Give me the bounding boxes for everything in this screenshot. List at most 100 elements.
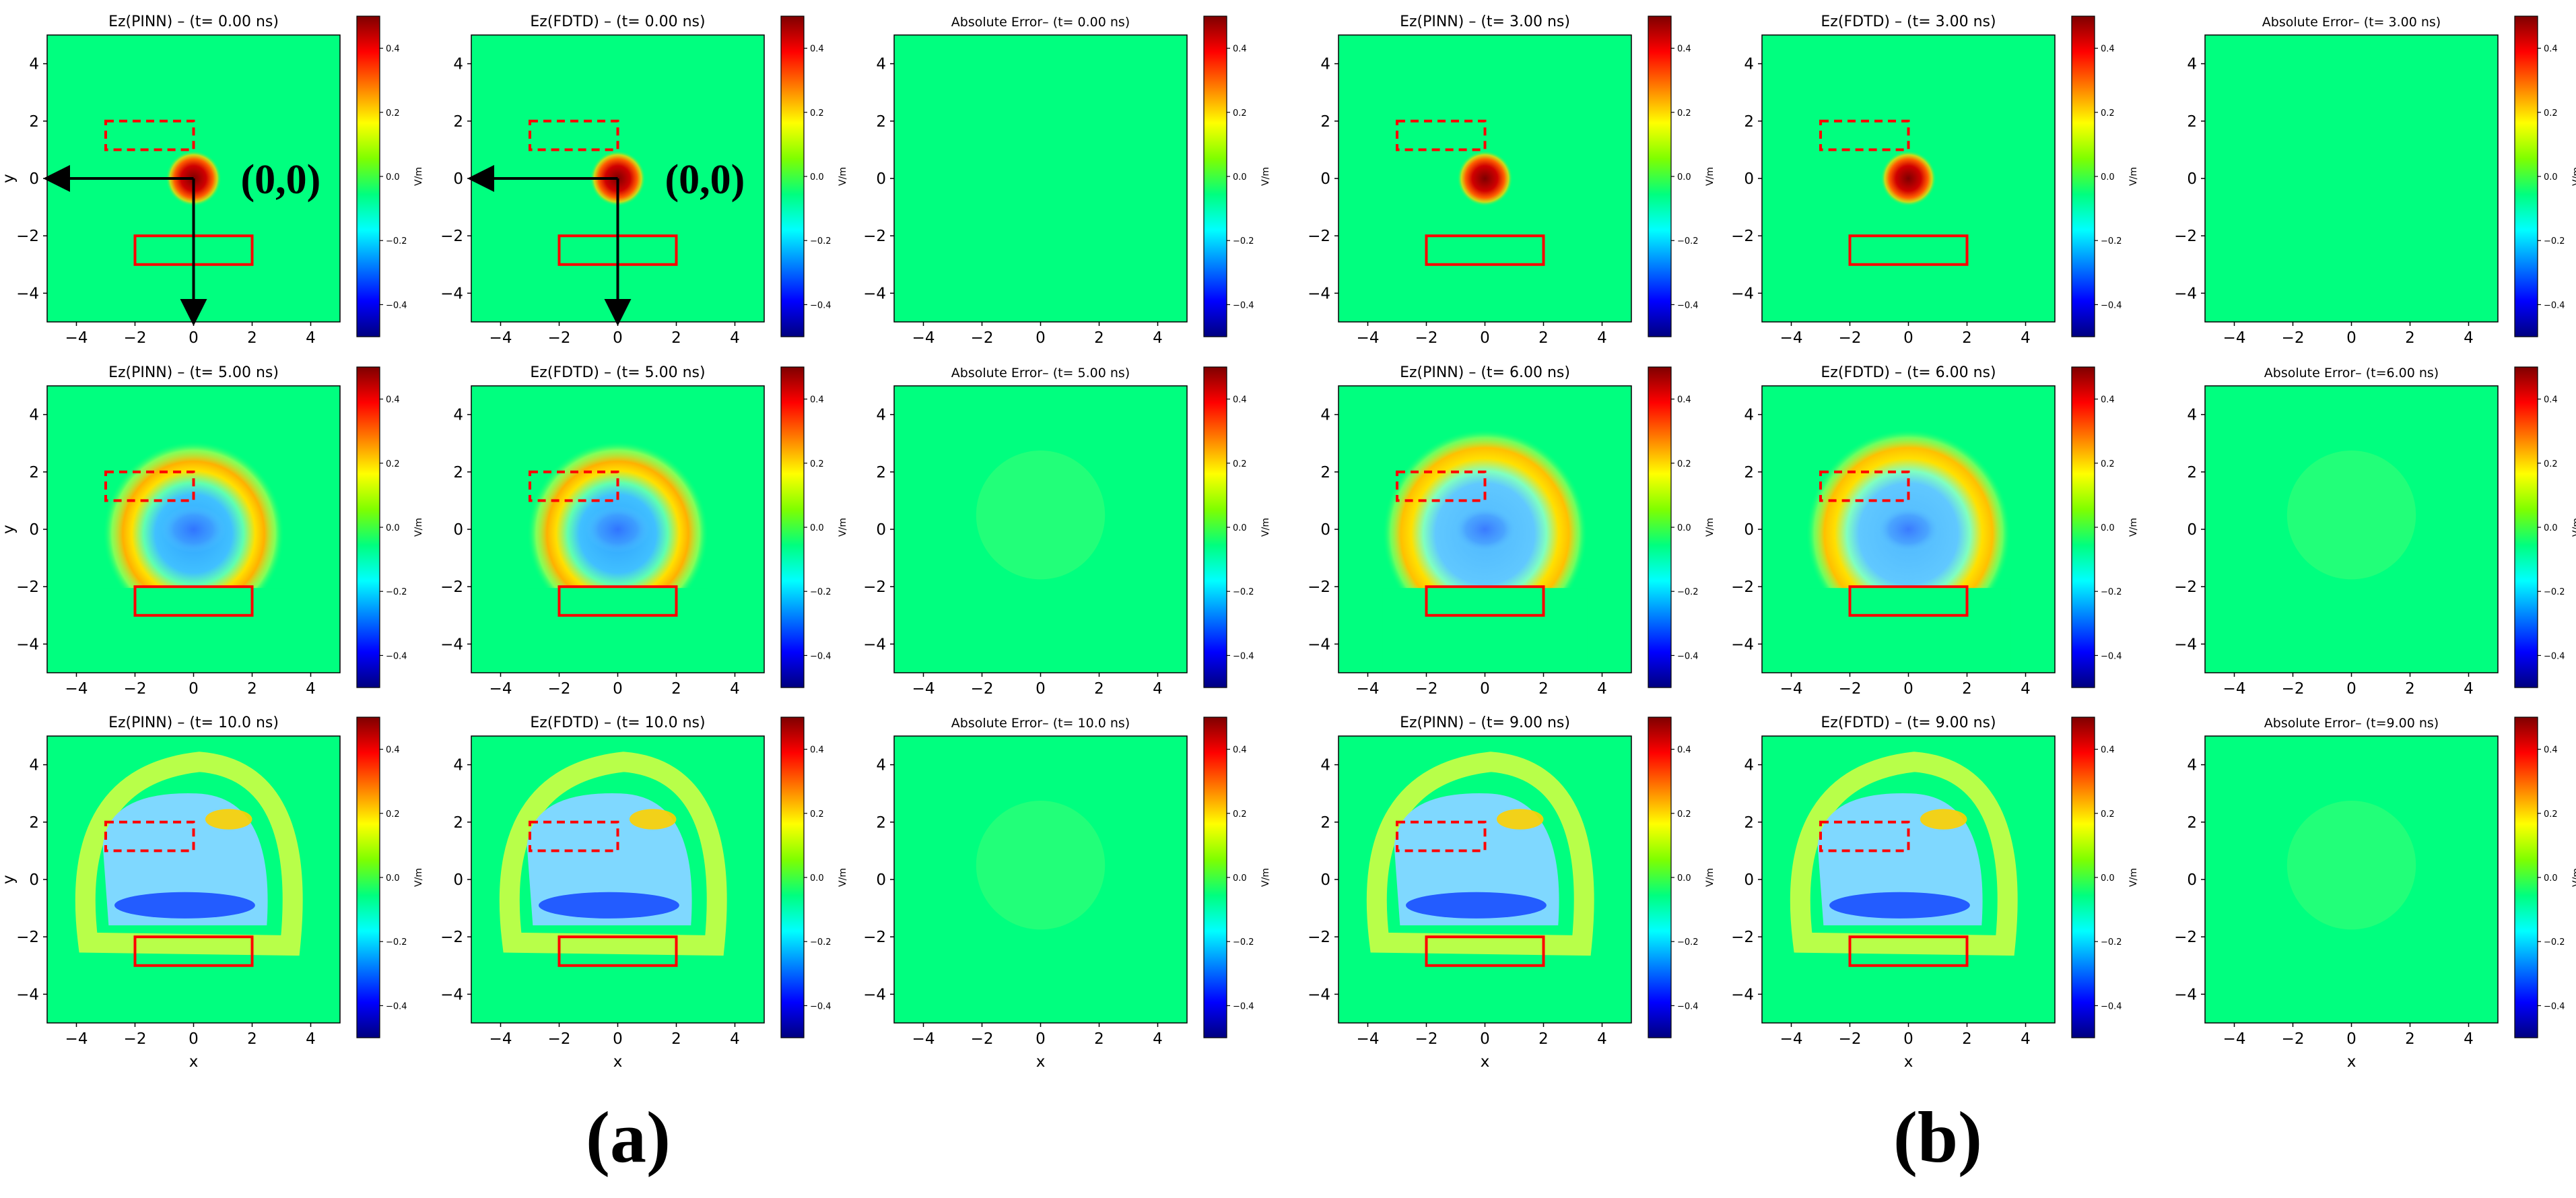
solid-region-box <box>1425 234 1545 266</box>
x-tick-label: −4 <box>912 1030 935 1048</box>
field-map <box>471 736 764 1023</box>
colorbar-tick-label: 0.2 <box>810 809 824 820</box>
panel-title: Ez(PINN) – (t= 10.0 ns) <box>108 714 279 731</box>
dashed-region-box <box>529 470 619 502</box>
colorbar-unit-label: V/m <box>2571 868 2576 887</box>
field-map <box>2205 386 2498 673</box>
x-tick-label: 0 <box>189 329 199 347</box>
colorbar-unit-label: V/m <box>2128 868 2139 887</box>
x-tick-label: −4 <box>2223 329 2246 347</box>
x-tick-label: 4 <box>306 680 316 698</box>
colorbar-tick-label: −0.4 <box>1233 300 1254 310</box>
y-tick-label: 2 <box>1744 464 1754 481</box>
y-tick-label: 2 <box>453 464 463 481</box>
colorbar-tick-label: 0.4 <box>1677 745 1691 756</box>
wave-shadow <box>1382 588 1588 673</box>
colorbar-tick-label: −0.2 <box>2544 937 2565 947</box>
colorbar-tick-label: 0.4 <box>810 44 824 55</box>
field-background <box>2205 736 2498 1023</box>
x-tick-label: 4 <box>2021 1030 2031 1048</box>
x-tick-label: 0 <box>189 680 199 698</box>
y-tick-label: 0 <box>1320 170 1330 188</box>
wave-shadow <box>102 588 285 673</box>
colorbar-unit-label: V/m <box>1260 167 1271 186</box>
colorbar-tick-label: 0.4 <box>1233 44 1247 55</box>
y-tick-label: −4 <box>2174 285 2197 302</box>
x-axis-label: x <box>1904 1053 1913 1071</box>
x-tick-label: −2 <box>971 680 994 698</box>
x-tick-label: 2 <box>1538 329 1549 347</box>
panel-title: Ez(PINN) – (t= 6.00 ns) <box>1400 364 1570 381</box>
field-core <box>1876 506 1941 553</box>
colorbar-tick-label: 0.4 <box>810 395 824 405</box>
y-tick-label: 0 <box>1744 170 1754 188</box>
colorbar-tick-label: 0.4 <box>2544 395 2558 405</box>
y-axis-label: y <box>0 875 18 884</box>
colorbar-tick-label: 0.0 <box>2544 523 2558 533</box>
y-tick-label: −2 <box>440 929 463 946</box>
source-pulse <box>1457 150 1513 207</box>
colorbar-tick-label: 0.2 <box>2544 108 2558 119</box>
y-tick-label: 0 <box>1744 871 1754 889</box>
y-tick-label: −2 <box>1308 929 1330 946</box>
positive-lobe <box>1496 809 1544 830</box>
solid-region-box <box>1848 935 1969 967</box>
colorbar-tick-label: −0.2 <box>386 937 407 947</box>
error-residual <box>976 801 1106 930</box>
x-tick-label: −2 <box>124 329 147 347</box>
field-map <box>894 386 1187 673</box>
panel-title: Ez(FDTD) – (t= 10.0 ns) <box>530 714 705 731</box>
x-tick-label: 2 <box>671 680 681 698</box>
colorbar-unit-label: V/m <box>1705 518 1716 537</box>
colorbar-tick-label: 0.4 <box>1233 395 1247 405</box>
colorbar-unit-label: V/m <box>2128 167 2139 186</box>
colorbar <box>356 366 380 688</box>
heatmap-panel: Absolute Error– (t= 3.00 ns) −4 −2 0 2 4 4 2 0 −2… <box>2174 15 2576 347</box>
colorbar-tick-label: −0.4 <box>2101 300 2122 310</box>
x-tick-label: 4 <box>2464 680 2474 698</box>
y-tick-label: −4 <box>1731 285 1754 302</box>
x-tick-label: 0 <box>1480 329 1490 347</box>
field-map <box>47 386 340 673</box>
field-map <box>2205 35 2498 322</box>
x-tick-label: 2 <box>2405 680 2415 698</box>
y-tick-label: 4 <box>453 757 463 774</box>
x-tick-label: 4 <box>2464 1030 2474 1048</box>
colorbar-tick-label: 0.4 <box>2101 395 2115 405</box>
heatmap-panel: Ez(PINN) – (t= 5.00 ns) −4 −2 0 2 4 4 2 0 −2 −4 y 0.… <box>0 364 424 698</box>
y-tick-label: −2 <box>16 929 39 946</box>
panel-title: Absolute Error– (t=9.00 ns) <box>2264 716 2439 731</box>
heatmap-panel: Absolute Error– (t= 10.0 ns) −4 −2 0 2 4 4 2 0 −2… <box>863 716 1271 1071</box>
y-tick-label: 2 <box>453 113 463 131</box>
colorbar-unit-label: V/m <box>1260 868 1271 887</box>
x-tick-label: −4 <box>65 680 88 698</box>
x-tick-label: −4 <box>2223 680 2246 698</box>
colorbar-tick-label: 0.2 <box>1233 809 1247 820</box>
colorbar-unit-label: V/m <box>413 167 424 186</box>
negative-lobe <box>539 892 679 919</box>
positive-lobe <box>629 809 677 830</box>
x-tick-label: −2 <box>124 680 147 698</box>
panel-title: Absolute Error– (t= 5.00 ns) <box>951 366 1130 380</box>
colorbar-tick-label: −0.2 <box>810 236 832 246</box>
x-tick-label: 2 <box>247 680 257 698</box>
colorbar <box>2071 717 2095 1038</box>
y-tick-label: 4 <box>876 56 886 73</box>
outer-wavefront <box>499 752 727 956</box>
x-tick-label: −2 <box>1415 1030 1438 1048</box>
y-tick-label: 2 <box>1320 113 1330 131</box>
solid-region-box <box>557 935 678 967</box>
wave-shadow <box>527 588 709 673</box>
x-tick-label: −2 <box>2282 329 2305 347</box>
colorbar-tick-label: −0.4 <box>810 651 832 661</box>
colorbar-tick-label: 0.4 <box>386 44 400 55</box>
colorbar-tick-label: 0.0 <box>386 523 400 533</box>
colorbar-tick-label: 0.2 <box>1677 108 1691 119</box>
panel-title: Absolute Error– (t= 10.0 ns) <box>951 716 1130 731</box>
y-tick-label: −2 <box>440 578 463 596</box>
heatmap-panel: (0,0) Ez(PINN) – (t= 0.00 ns) −4 −2 0 2 4 4 2 0 −2… <box>0 13 424 347</box>
y-tick-label: −2 <box>2174 228 2197 245</box>
colorbar-tick-label: 0.4 <box>2101 44 2115 55</box>
x-tick-label: −4 <box>65 1030 88 1048</box>
colorbar <box>2514 366 2538 688</box>
